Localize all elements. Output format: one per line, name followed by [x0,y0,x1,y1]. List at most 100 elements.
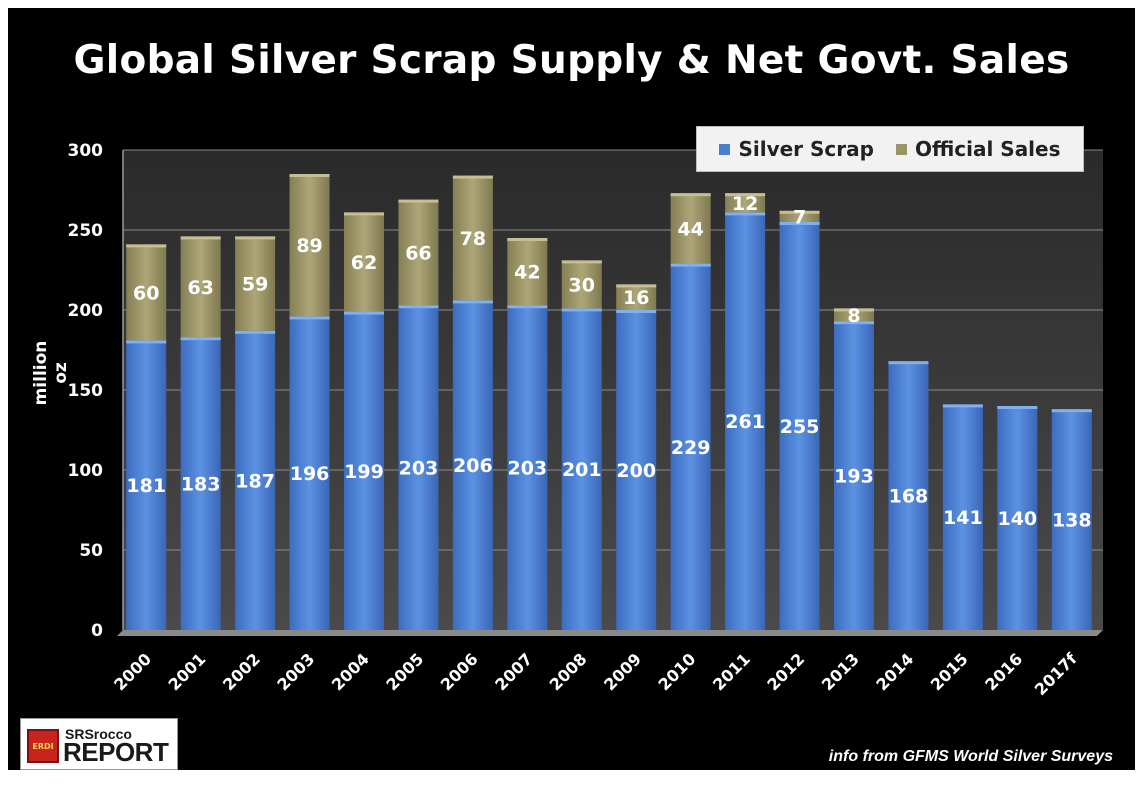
logo-text-top: SRSrocco [65,726,132,742]
bar-official-sales-2005 [398,199,439,306]
bar-top-official-sales-2008 [561,260,602,264]
bar-top-silver-scrap-2017f [1051,409,1092,413]
y-tick-label-50: 50 [79,541,103,561]
legend-swatch-official-sales [895,143,907,155]
x-tick-label-2005: 2005 [382,649,427,694]
bar-top-official-sales-2011 [725,193,766,197]
legend-label-official-sales: Official Sales [914,137,1061,161]
y-axis-label: million oz [31,340,71,406]
srsrocco-logo: ERDI SRSrocco REPORT [20,718,178,770]
bar-top-silver-scrap-2003 [289,316,330,320]
bar-top-silver-scrap-2007 [507,305,548,309]
bar-top-official-sales-2010 [670,193,711,197]
data-label-official-sales-2011: 12 [732,193,758,215]
bar-silver-scrap-2005 [398,305,439,630]
data-label-official-sales-2008: 30 [569,274,595,296]
x-tick-label-2008: 2008 [546,649,591,694]
bar-top-silver-scrap-2002 [235,330,276,334]
bar-silver-scrap-2001 [180,337,221,630]
data-label-silver-scrap-2013: 193 [834,466,874,488]
bar-top-silver-scrap-2006 [452,300,493,304]
x-tick-label-2009: 2009 [600,649,645,694]
data-label-silver-scrap-2016: 140 [997,508,1037,530]
data-label-official-sales-2000: 60 [133,282,159,304]
data-label-silver-scrap-2002: 187 [235,470,275,492]
bar-top-official-sales-2000 [126,244,167,248]
y-tick-label-200: 200 [68,301,104,321]
bar-official-sales-2011 [725,193,766,213]
bar-silver-scrap-2007 [507,305,548,630]
data-label-official-sales-2002: 59 [242,274,268,296]
bar-top-silver-scrap-2005 [398,305,439,309]
bar-official-sales-2009 [616,284,657,310]
data-label-official-sales-2009: 16 [623,287,649,309]
bar-official-sales-2006 [452,175,493,301]
legend-entry-silver-scrap: Silver Scrap [719,137,874,161]
bar-official-sales-2000 [126,244,167,341]
data-label-silver-scrap-2003: 196 [290,463,330,485]
legend-swatch-silver-scrap [719,143,731,155]
bar-silver-scrap-2013 [834,321,874,630]
data-label-official-sales-2005: 66 [405,242,431,264]
y-tick-label-250: 250 [68,221,104,241]
data-label-silver-scrap-2005: 203 [399,458,439,480]
legend: Silver Scrap Official Sales [696,126,1084,172]
bar-top-official-sales-2012 [779,210,820,214]
data-label-silver-scrap-2007: 203 [507,458,547,480]
bar-top-official-sales-2009 [616,284,657,288]
y-tick-label-100: 100 [68,461,104,481]
data-label-official-sales-2003: 89 [296,235,322,257]
bar-silver-scrap-2012 [779,222,820,630]
data-label-silver-scrap-2014: 168 [889,486,929,508]
bar-top-official-sales-2004 [344,212,384,216]
bar-silver-scrap-2015 [942,404,983,630]
data-label-official-sales-2010: 44 [677,218,703,240]
x-tick-label-2012: 2012 [763,649,808,694]
x-tick-label-2003: 2003 [273,649,318,694]
data-label-official-sales-2012: 7 [793,206,806,228]
bar-official-sales-2013 [834,308,874,322]
logo-text-bottom: REPORT [63,737,169,767]
data-label-official-sales-2006: 78 [460,228,486,250]
chart-frame: Global Silver Scrap Supply & Net Govt. S… [8,8,1135,770]
data-label-official-sales-2001: 63 [187,277,213,299]
bar-top-silver-scrap-2010 [670,263,711,267]
x-tick-label-2015: 2015 [927,649,972,694]
x-tick-label-2001: 2001 [165,649,210,694]
bar-official-sales-2007 [507,238,548,306]
data-label-silver-scrap-2008: 201 [562,459,602,481]
legend-entry-official-sales: Official Sales [895,137,1061,161]
x-tick-label-2011: 2011 [709,649,754,694]
bar-top-silver-scrap-2015 [942,404,983,408]
bar-official-sales-2002 [235,236,276,331]
bar-silver-scrap-2011 [725,212,766,630]
bar-silver-scrap-2004 [344,311,384,630]
bar-official-sales-2001 [180,236,221,338]
chart-title: Global Silver Scrap Supply & Net Govt. S… [73,38,1070,83]
bar-top-silver-scrap-2008 [561,308,602,312]
data-label-official-sales-2004: 62 [351,252,377,274]
bar-top-official-sales-2013 [834,308,874,312]
bar-official-sales-2008 [561,260,602,309]
x-tick-label-2004: 2004 [328,649,373,694]
x-tick-label-2010: 2010 [655,649,700,694]
x-tick-label-2014: 2014 [872,649,917,694]
y-tick-label-150: 150 [68,381,104,401]
x-tick-label-2002: 2002 [219,649,264,694]
data-label-silver-scrap-2015: 141 [943,507,983,529]
y-tick-label-0: 0 [91,621,103,641]
plot-floor [117,630,1103,636]
bar-top-official-sales-2007 [507,238,548,241]
data-label-silver-scrap-2001: 183 [181,474,221,496]
data-label-official-sales-2007: 42 [514,262,540,284]
bar-silver-scrap-2000 [126,340,167,630]
data-label-silver-scrap-2004: 199 [344,461,384,483]
bar-silver-scrap-2003 [289,316,330,630]
bar-top-silver-scrap-2009 [616,310,657,313]
data-label-official-sales-2013: 8 [847,305,860,327]
bar-top-official-sales-2001 [180,236,221,240]
bar-top-silver-scrap-2011 [725,212,766,216]
bar-silver-scrap-2017f [1051,409,1092,630]
bar-top-silver-scrap-2016 [997,406,1038,409]
